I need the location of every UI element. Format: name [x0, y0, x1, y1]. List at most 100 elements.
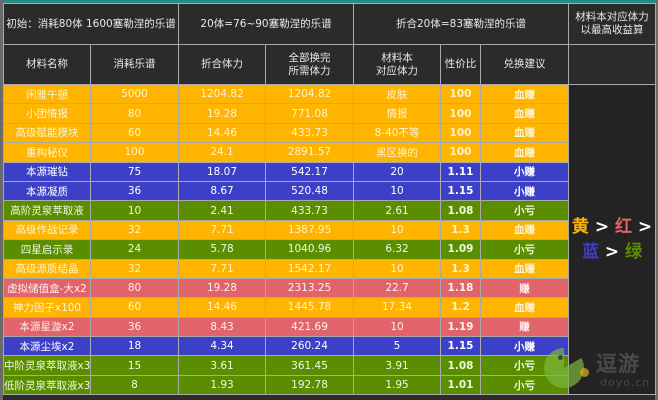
cell-total: 1542.17: [265, 258, 355, 279]
col-header-dungeon: 材料本 对应体力: [353, 44, 442, 85]
cell-total: 421.69: [265, 316, 355, 338]
cell-ratio: 1.3: [440, 258, 482, 279]
cell-stamina: 8.43: [178, 316, 267, 338]
cell-total: 1204.82: [265, 83, 355, 105]
table-row: 高阶灵泉萃取液 10 2.41 433.73 2.61 1.08 小亏: [3, 200, 656, 221]
cell-dungeon: 皮肤: [353, 83, 442, 105]
cell-cost: 32: [89, 258, 180, 279]
cell-cost: 32: [89, 219, 180, 241]
cell-cost: 100: [89, 142, 180, 163]
cell-advice: 小亏: [480, 200, 570, 221]
table-row: 神力因子x100 60 14.46 1445.78 17.34 1.2 血赚: [3, 297, 656, 318]
group-header-dungeon-note: 材料本对应体力 以最高收益算: [568, 3, 657, 45]
table-row: 重构秘仪 100 24.1 2891.57 黑区换的 100 血赚: [3, 142, 656, 163]
table-row: 四星启示录 24 5.78 1040.96 6.32 1.09 小亏: [3, 239, 656, 260]
cell-stamina: 7.71: [178, 258, 267, 279]
left-border: [0, 0, 3, 400]
cell-name: 低阶灵泉萃取液x3: [3, 374, 91, 396]
cell-ratio: 1.08: [440, 355, 482, 376]
cell-total: 542.17: [265, 161, 355, 182]
group-header-dungeon-note-line1: 材料本对应体力: [575, 11, 649, 23]
cell-name: 神力因子x100: [3, 297, 91, 318]
cell-stamina: 1204.82: [178, 83, 267, 105]
legend-line-1: 黄 > 红 >: [570, 215, 655, 240]
cell-name: 闲雅午憩: [3, 83, 91, 105]
cell-advice: 赚: [480, 277, 570, 299]
cell-cost: 60: [89, 122, 180, 144]
col-header-total-line2: 所需体力: [288, 64, 331, 77]
cell-advice: 赚: [480, 316, 570, 338]
cell-dungeon: 6.32: [353, 239, 442, 260]
cell-cost: 18: [89, 336, 180, 357]
cell-ratio: 100: [440, 103, 482, 124]
legend-red: 红: [614, 216, 632, 237]
cell-advice: 小亏: [480, 374, 570, 396]
group-header-dungeon-note-line2: 以最高收益算: [580, 24, 644, 36]
cell-name: 本源璀钻: [3, 161, 91, 182]
right-border: [655, 0, 658, 400]
cell-stamina: 4.34: [178, 336, 267, 357]
col-header-dungeon-line2: 对应体力: [376, 64, 419, 77]
cell-cost: 10: [89, 200, 180, 221]
table-row: 虚拟储值盒-大x2 80 19.28 2313.25 22.7 1.18 赚: [3, 277, 656, 299]
cell-advice: 血赚: [480, 258, 570, 279]
legend-yellow: 黄: [571, 216, 589, 237]
cell-ratio: 1.19: [440, 316, 482, 338]
col-header-total: 全部换完 所需体力: [265, 44, 355, 85]
cell-advice: 小赚: [480, 161, 570, 182]
cell-stamina: 5.78: [178, 239, 267, 260]
cell-dungeon: 20: [353, 161, 442, 182]
cell-name: 虚拟储值盒-大x2: [3, 277, 91, 299]
cell-stamina: 19.28: [178, 277, 267, 299]
cell-name: 本源星漩x2: [3, 316, 91, 338]
cell-ratio: 100: [440, 142, 482, 163]
cell-name: 高级源质结晶: [3, 258, 91, 279]
cell-cost: 60: [89, 297, 180, 318]
cell-advice: 血赚: [480, 83, 570, 105]
cell-dungeon: 情报: [353, 103, 442, 124]
cell-cost: 36: [89, 180, 180, 202]
cell-ratio: 1.09: [440, 239, 482, 260]
cell-advice: 小赚: [480, 180, 570, 202]
cell-advice: 血赚: [480, 297, 570, 318]
col-header-ratio: 性价比: [440, 44, 482, 85]
cell-stamina: 3.61: [178, 355, 267, 376]
table-row: 小团情报 80 19.28 771.08 情报 100 血赚: [3, 103, 656, 124]
cell-dungeon: 10: [353, 180, 442, 202]
cell-advice: 血赚: [480, 142, 570, 163]
cell-ratio: 1.3: [440, 219, 482, 241]
legend-green: 绿: [625, 241, 643, 262]
cell-total: 433.73: [265, 200, 355, 221]
cell-total: 2891.57: [265, 142, 355, 163]
cell-dungeon: 3.91: [353, 355, 442, 376]
cell-total: 260.24: [265, 336, 355, 357]
cell-total: 771.08: [265, 103, 355, 124]
cell-name: 高级作战记录: [3, 219, 91, 241]
cell-dungeon: 8-40不等: [353, 122, 442, 144]
cell-dungeon: 10: [353, 316, 442, 338]
cell-dungeon: 5: [353, 336, 442, 357]
cell-cost: 24: [89, 239, 180, 260]
cell-dungeon: 1.95: [353, 374, 442, 396]
col-header-empty: [568, 44, 657, 85]
table-row: 本源星漩x2 36 8.43 421.69 10 1.19 赚: [3, 316, 656, 338]
cell-name: 高阶灵泉萃取液: [3, 200, 91, 221]
cell-advice: 血赚: [480, 219, 570, 241]
cell-name: 本源凝质: [3, 180, 91, 202]
table-row: 高级作战记录 32 7.71 1387.95 10 1.3 血赚: [3, 219, 656, 241]
col-header-stamina: 折合体力: [178, 44, 267, 85]
cell-stamina: 7.71: [178, 219, 267, 241]
cell-dungeon: 黑区换的: [353, 142, 442, 163]
table-row: 本源尘埃x2 18 4.34 260.24 5 1.15 小赚: [3, 336, 656, 357]
table-row: 闲雅午憩 5000 1204.82 1204.82 皮肤 100 血赚 黄 > …: [3, 83, 657, 396]
table-row: 本源璀钻 75 18.07 542.17 20 1.11 小赚: [3, 161, 656, 182]
cell-cost: 80: [89, 103, 180, 124]
cell-dungeon: 10: [353, 258, 442, 279]
cell-cost: 8: [89, 374, 180, 396]
cell-ratio: 100: [440, 122, 482, 144]
cell-cost: 75: [89, 161, 180, 182]
cell-total: 192.78: [265, 374, 355, 396]
col-header-cost: 消耗乐谱: [89, 44, 180, 85]
col-header-advice: 兑换建议: [480, 44, 570, 85]
table-row: 低阶灵泉萃取液x3 8 1.93 192.78 1.95 1.01 小亏: [3, 374, 656, 396]
